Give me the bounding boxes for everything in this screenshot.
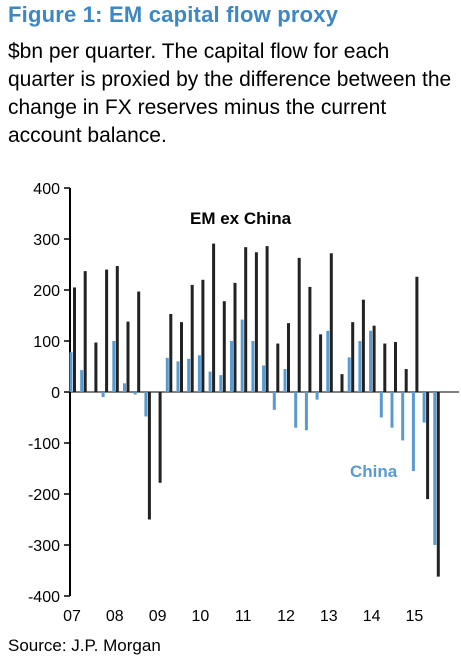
china-bar bbox=[187, 358, 191, 392]
china-bar bbox=[208, 371, 212, 392]
x-tick-label: 08 bbox=[106, 608, 124, 625]
china-bar bbox=[283, 369, 287, 392]
china-bar bbox=[304, 392, 308, 431]
x-tick-label: 11 bbox=[235, 608, 252, 625]
em-ex-china-bar bbox=[394, 342, 397, 392]
annotation-china: China bbox=[350, 462, 398, 481]
em-ex-china-bar bbox=[329, 253, 333, 392]
source-note: Source: J.P. Morgan bbox=[8, 636, 161, 655]
em-ex-china-bar bbox=[105, 269, 109, 392]
em-ex-china-bar bbox=[372, 325, 376, 392]
y-tick-label: -400 bbox=[28, 589, 60, 606]
china-bar bbox=[262, 365, 266, 392]
china-bar bbox=[219, 375, 223, 392]
em-ex-china-bar bbox=[222, 301, 226, 392]
china-bar bbox=[240, 319, 244, 392]
china-bar bbox=[272, 392, 276, 410]
china-bar bbox=[411, 392, 415, 472]
em-ex-china-bar bbox=[426, 392, 430, 500]
em-ex-china-bar bbox=[94, 342, 98, 392]
china-bar bbox=[251, 341, 255, 392]
y-tick-label: -100 bbox=[28, 436, 60, 453]
em-ex-china-bar bbox=[190, 284, 194, 392]
x-tick-label: 13 bbox=[320, 608, 338, 625]
china-bar bbox=[422, 392, 426, 423]
em-ex-china-bar bbox=[147, 392, 151, 520]
em-ex-china-bar bbox=[340, 374, 344, 392]
china-bar bbox=[80, 370, 84, 392]
em-ex-china-bar bbox=[308, 286, 312, 392]
china-bar bbox=[315, 392, 319, 400]
china-bar bbox=[347, 357, 351, 392]
china-bar bbox=[69, 352, 73, 392]
china-bar bbox=[326, 330, 330, 392]
em-ex-china-bar bbox=[415, 276, 419, 392]
x-axis: 07 08 09 10 11 12 13 14 15 bbox=[63, 391, 460, 625]
china-bar bbox=[369, 330, 373, 392]
em-ex-china-bar bbox=[201, 279, 205, 392]
em-ex-china-bar bbox=[126, 321, 130, 392]
em-ex-china-bar bbox=[276, 343, 280, 392]
china-bar bbox=[379, 392, 383, 418]
china-bar bbox=[197, 355, 201, 392]
series-em-ex-china bbox=[73, 243, 440, 577]
em-ex-china-bar bbox=[361, 299, 365, 392]
em-ex-china-bar bbox=[436, 392, 440, 577]
em-ex-china-bar bbox=[180, 322, 183, 392]
china-bar bbox=[358, 341, 362, 392]
china-bar bbox=[433, 392, 437, 545]
china-bar bbox=[112, 341, 116, 392]
em-ex-china-bar bbox=[404, 369, 408, 392]
china-bar bbox=[165, 357, 169, 392]
x-tick-label: 14 bbox=[363, 608, 381, 625]
series-china bbox=[69, 319, 437, 545]
em-ex-china-bar bbox=[244, 247, 248, 392]
em-ex-china-bar bbox=[383, 343, 387, 392]
em-ex-china-bar bbox=[265, 246, 269, 392]
y-tick-label: 0 bbox=[51, 385, 60, 402]
china-bar bbox=[133, 392, 137, 395]
x-tick-label: 15 bbox=[406, 608, 424, 625]
em-ex-china-bar bbox=[351, 322, 355, 392]
china-bar bbox=[101, 392, 105, 398]
y-tick-label: 100 bbox=[33, 334, 60, 351]
x-tick-label: 10 bbox=[192, 608, 210, 625]
china-bar bbox=[230, 341, 233, 392]
em-ex-china-bar bbox=[297, 257, 301, 392]
x-tick-label: 12 bbox=[277, 608, 295, 625]
china-bar bbox=[123, 383, 126, 392]
em-ex-china-bar bbox=[115, 266, 119, 392]
chart-subtitle: $bn per quarter. The capital flow for ea… bbox=[8, 40, 452, 147]
y-tick-label: 400 bbox=[33, 181, 60, 198]
china-bar bbox=[144, 392, 148, 417]
annotation-em-ex-china: EM ex China bbox=[190, 209, 292, 228]
em-ex-china-bar bbox=[254, 252, 258, 392]
em-ex-china-bar bbox=[319, 334, 323, 392]
y-tick-label: 300 bbox=[33, 232, 60, 249]
china-bar bbox=[401, 392, 405, 441]
em-ex-china-bar bbox=[233, 282, 237, 392]
em-ex-china-bar bbox=[158, 392, 162, 483]
china-bar bbox=[294, 392, 298, 428]
china-bar bbox=[390, 392, 394, 428]
em-ex-china-bar bbox=[73, 287, 76, 392]
em-ex-china-bar bbox=[83, 271, 87, 392]
em-ex-china-bar bbox=[169, 313, 173, 392]
x-tick-label: 07 bbox=[63, 608, 81, 625]
em-ex-china-bar bbox=[287, 323, 290, 392]
y-tick-label: -200 bbox=[28, 487, 60, 504]
y-tick-label: -300 bbox=[28, 538, 60, 555]
em-ex-china-bar bbox=[137, 291, 141, 392]
y-axis: 400 300 200 100 0 -100 -200 -300 -400 bbox=[28, 181, 71, 606]
y-tick-label: 200 bbox=[33, 283, 60, 300]
em-ex-china-bar bbox=[212, 243, 216, 392]
chart-title: Figure 1: EM capital flow proxy bbox=[8, 2, 339, 27]
x-tick-label: 09 bbox=[149, 608, 167, 625]
china-bar bbox=[176, 361, 180, 392]
